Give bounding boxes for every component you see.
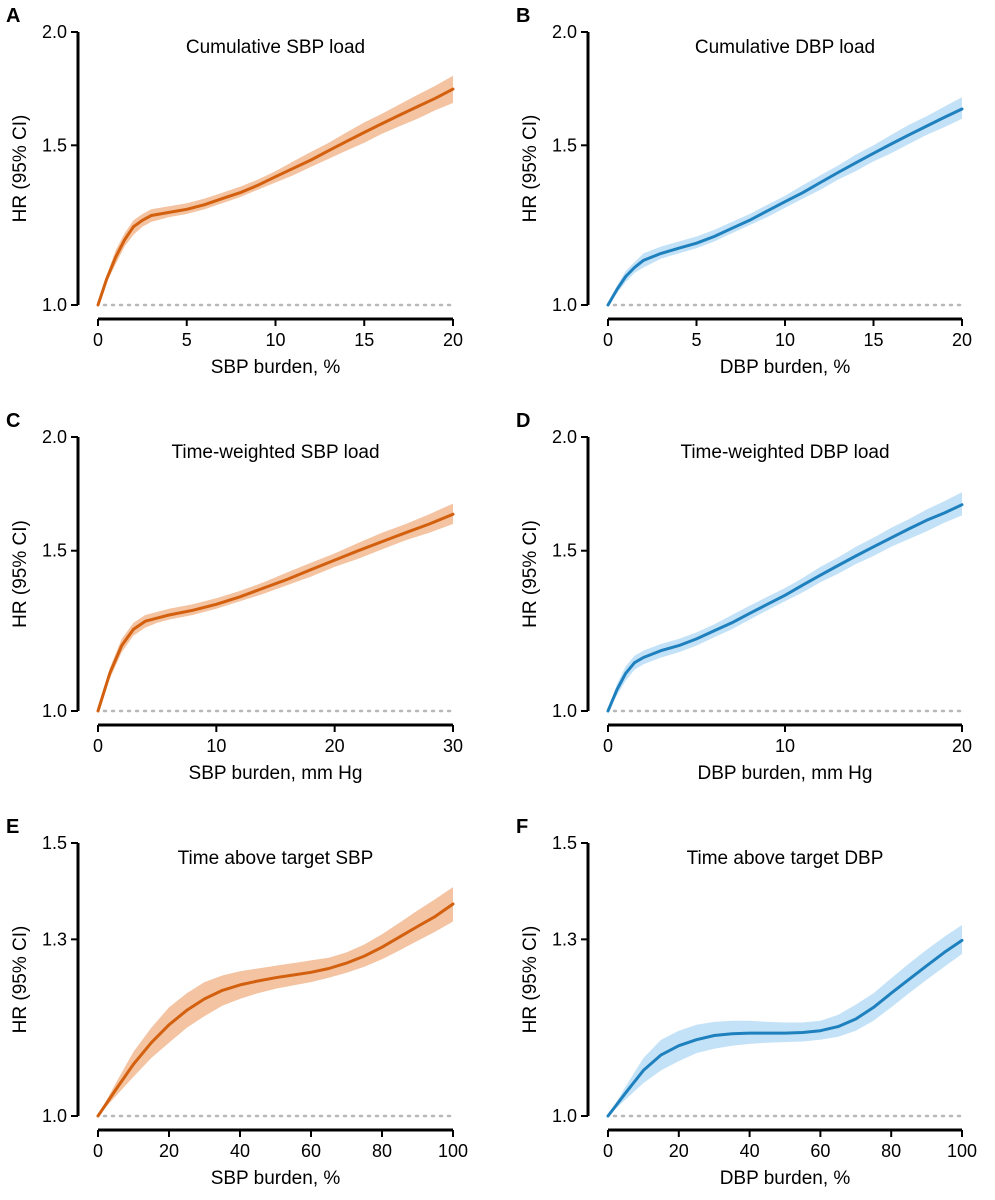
x-axis-label: SBP burden, % (211, 357, 341, 378)
x-axis-label: DBP burden, % (720, 1168, 851, 1189)
y-tick-label: 1.0 (42, 295, 67, 315)
y-axis-label: HR (95% CI) (10, 520, 31, 628)
ci-band (98, 887, 453, 1116)
panel-label: D (516, 410, 530, 432)
panel-title: Cumulative SBP load (186, 37, 365, 58)
y-tick-label: 2.0 (42, 427, 67, 447)
x-tick-label: 10 (775, 330, 795, 350)
x-tick-label: 20 (669, 1141, 689, 1161)
y-axis-label: HR (95% CI) (520, 926, 541, 1034)
x-tick-label: 100 (438, 1141, 468, 1161)
panel-label: A (6, 5, 20, 27)
x-axis-label: DBP burden, mm Hg (698, 763, 873, 784)
hr-curve (96, 902, 455, 1118)
x-tick-label: 60 (810, 1141, 830, 1161)
x-tick-label: 15 (863, 330, 883, 350)
x-tick-label: 20 (325, 736, 345, 756)
x-tick-label: 10 (265, 330, 285, 350)
x-tick-label: 10 (775, 736, 795, 756)
x-axis-label: SBP burden, mm Hg (189, 763, 363, 784)
ci-band (608, 492, 962, 711)
panel-title: Cumulative DBP load (695, 37, 875, 58)
x-axis-label: DBP burden, % (720, 357, 851, 378)
x-tick-label: 5 (691, 330, 701, 350)
x-tick-label: 20 (952, 330, 972, 350)
panel-d: D Time-weighted DBP load 1.0 1.5 2.0 HR (95% … (516, 410, 972, 784)
hr-curve (606, 107, 964, 307)
x-tick-label: 0 (603, 330, 613, 350)
y-axis-label: HR (95% CI) (10, 115, 31, 223)
x-tick-label: 0 (93, 736, 103, 756)
panel-c: C Time-weighted SBP load 1.0 1.5 2.0 HR (95% … (6, 410, 463, 784)
hr-curve (606, 503, 964, 713)
x-axis-label: SBP burden, % (211, 1168, 341, 1189)
panel-label: B (516, 5, 530, 27)
x-tick-label: 20 (952, 736, 972, 756)
hr-curve (606, 938, 964, 1118)
panel-title: Time above target DBP (687, 848, 884, 869)
y-tick-label: 1.5 (552, 135, 577, 155)
panel-label: F (516, 816, 528, 838)
panel-title: Time above target SBP (178, 848, 374, 869)
y-tick-label: 1.0 (552, 701, 577, 721)
x-tick-label: 10 (206, 736, 226, 756)
y-tick-label: 2.0 (552, 22, 577, 42)
y-tick-label: 1.0 (552, 295, 577, 315)
ci-band (98, 503, 453, 711)
ci-band (608, 925, 962, 1116)
panel-e: E Time above target SBP 1.0 1.3 1.5 HR (95% C… (6, 816, 468, 1189)
y-axis-label: HR (95% CI) (520, 520, 541, 628)
y-tick-label: 2.0 (42, 22, 67, 42)
x-tick-label: 80 (881, 1141, 901, 1161)
panel-b: B Cumulative DBP load 1.0 1.5 2.0 HR (95% CI)… (516, 5, 972, 378)
y-tick-label: 1.0 (552, 1106, 577, 1126)
x-tick-label: 15 (354, 330, 374, 350)
x-tick-label: 100 (947, 1141, 977, 1161)
y-tick-label: 1.5 (42, 833, 67, 853)
x-tick-label: 0 (93, 1141, 103, 1161)
y-tick-label: 1.3 (552, 929, 577, 949)
x-tick-label: 5 (182, 330, 192, 350)
x-tick-label: 40 (740, 1141, 760, 1161)
ci-band (98, 75, 453, 305)
x-tick-label: 80 (372, 1141, 392, 1161)
y-axis-label: HR (95% CI) (10, 926, 31, 1034)
y-tick-label: 1.5 (42, 135, 67, 155)
hr-curve (96, 87, 455, 307)
panel-a: A Cumulative SBP load 1.0 1.5 2.0 HR (95% CI)… (6, 5, 463, 378)
y-tick-label: 1.5 (552, 541, 577, 561)
x-tick-label: 20 (159, 1141, 179, 1161)
x-tick-label: 0 (603, 736, 613, 756)
y-tick-label: 1.0 (42, 1106, 67, 1126)
y-tick-label: 1.3 (42, 929, 67, 949)
x-tick-label: 0 (603, 1141, 613, 1161)
panel-label: E (6, 816, 19, 838)
y-tick-label: 1.5 (42, 541, 67, 561)
panel-label: C (6, 410, 20, 432)
x-tick-label: 40 (230, 1141, 250, 1161)
panel-f: F Time above target DBP 1.0 1.3 1.5 HR (95% C… (516, 816, 977, 1189)
hr-curve (96, 512, 455, 713)
panel-title: Time-weighted SBP load (171, 442, 379, 463)
y-tick-label: 2.0 (552, 427, 577, 447)
x-tick-label: 60 (301, 1141, 321, 1161)
y-tick-label: 1.0 (42, 701, 67, 721)
x-tick-label: 30 (443, 736, 463, 756)
panel-title: Time-weighted DBP load (680, 442, 889, 463)
y-axis-label: HR (95% CI) (520, 115, 541, 223)
x-tick-label: 20 (443, 330, 463, 350)
y-tick-label: 1.5 (552, 833, 577, 853)
x-tick-label: 0 (93, 330, 103, 350)
